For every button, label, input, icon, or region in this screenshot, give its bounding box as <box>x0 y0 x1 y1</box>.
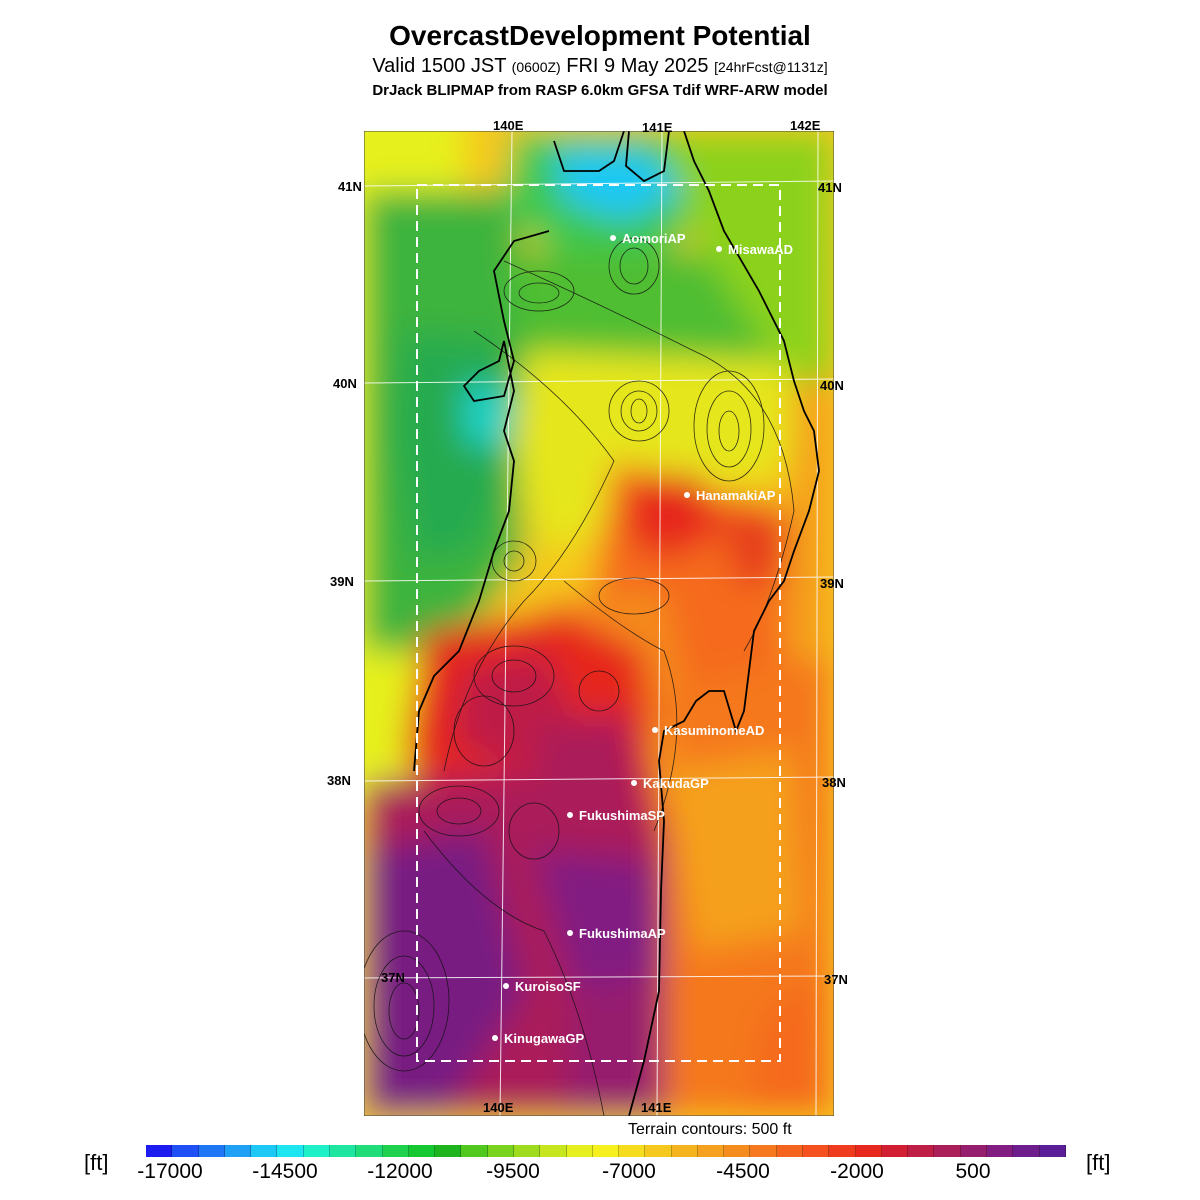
terrain-contour-note: Terrain contours: 500 ft <box>628 1121 792 1138</box>
colorbar-swatch <box>724 1145 751 1157</box>
zulu-time: (0600Z) <box>511 59 561 75</box>
station-label: FukushimaSP <box>579 808 665 823</box>
lat-label-left: 41N <box>338 179 362 194</box>
chart-title: OvercastDevelopment Potential <box>389 20 811 51</box>
colorbar-swatch <box>540 1145 567 1157</box>
colorbar-tick-label: -4500 <box>716 1160 770 1183</box>
colorbar-tick-label: -9500 <box>486 1160 540 1183</box>
colorbar-swatch <box>855 1145 882 1157</box>
colorbar-swatch <box>198 1145 225 1157</box>
colorbar-swatch <box>619 1145 646 1157</box>
colorbar-swatch <box>934 1145 961 1157</box>
colorbar-swatch <box>329 1145 357 1157</box>
station-marker[interactable] <box>631 780 637 786</box>
colorbar-swatch <box>697 1145 725 1157</box>
valid-time-subtitle: Valid 1500 JST (0600Z) FRI 9 May 2025 [2… <box>0 55 1200 78</box>
station-label: HanamakiAP <box>696 488 776 503</box>
colorbar-swatch <box>224 1145 252 1157</box>
station-label: FukushimaAP <box>579 926 666 941</box>
model-description: DrJack BLIPMAP from RASP 6.0km GFSA Tdif… <box>372 82 828 99</box>
coastline <box>413 131 820 1116</box>
lon-label-top: 142E <box>790 118 821 133</box>
colorbar-swatch <box>987 1145 1014 1157</box>
colorbar-tick-label: -2000 <box>830 1160 884 1183</box>
colorbar-swatch <box>881 1145 909 1157</box>
colorbar-swatch <box>960 1145 987 1157</box>
lat-label-left: 38N <box>327 773 351 788</box>
lat-label-left: 37N <box>381 970 405 985</box>
station-label: KinugawaGP <box>504 1031 585 1046</box>
colorbar-swatch <box>513 1145 541 1157</box>
colorbar-swatch <box>803 1145 830 1157</box>
colorbar-swatch <box>829 1145 856 1157</box>
colorbar-tick-label: -7000 <box>602 1160 656 1183</box>
colorbar-swatch <box>435 1145 462 1157</box>
colorbar-unit-right: [ft] <box>1086 1150 1111 1175</box>
lat-label-right: 39N <box>820 576 844 591</box>
colorbar-swatch <box>172 1145 199 1157</box>
lat-label-left: 40N <box>333 376 357 391</box>
colorbar-swatch <box>776 1145 804 1157</box>
colorbar-swatch <box>251 1145 278 1157</box>
colorbar-tick-label: -14500 <box>252 1160 318 1183</box>
colorbar-swatch <box>408 1145 436 1157</box>
station-marker[interactable] <box>610 235 616 241</box>
station-marker[interactable] <box>652 727 658 733</box>
lat-label-right: 41N <box>818 180 842 195</box>
forecast-date: FRI 9 May 2025 <box>566 55 709 77</box>
colorbar-swatch <box>671 1145 698 1157</box>
lon-label-bottom: 141E <box>641 1100 672 1115</box>
colorbar-swatch <box>750 1145 777 1157</box>
lon-label-top: 140E <box>493 118 524 133</box>
colorbar-swatch <box>1039 1145 1066 1157</box>
colorbar-swatch <box>303 1145 330 1157</box>
station-marker[interactable] <box>716 246 722 252</box>
station-label: KakudaGP <box>643 776 709 791</box>
colorbar <box>146 1145 1066 1157</box>
forecast-info: [24hrFcst@1131z] <box>714 59 828 75</box>
valid-time: Valid 1500 JST <box>372 55 507 77</box>
station-marker[interactable] <box>492 1035 498 1041</box>
station-marker[interactable] <box>684 492 690 498</box>
lat-label-left: 39N <box>330 574 354 589</box>
colorbar-unit-left: [ft] <box>84 1150 109 1175</box>
forecast-map <box>364 131 834 1116</box>
terrain-contours <box>364 237 795 1116</box>
station-label: AomoriAP <box>622 231 686 246</box>
station-label: MisawaAD <box>728 242 794 257</box>
colorbar-swatch <box>277 1145 304 1157</box>
lon-label-top: 141E <box>642 120 673 135</box>
colorbar-tick-label: -12000 <box>367 1160 433 1183</box>
colorbar-swatch <box>566 1145 593 1157</box>
lat-label-right: 37N <box>824 972 848 987</box>
colorbar-swatch <box>356 1145 383 1157</box>
colorbar-swatch <box>1013 1145 1040 1157</box>
colorbar-swatch <box>461 1145 488 1157</box>
graticule <box>364 131 834 1116</box>
station-marker[interactable] <box>567 812 573 818</box>
colorbar-swatch <box>146 1145 173 1157</box>
station-label: KuroisoSF <box>515 979 581 994</box>
colorbar-swatch <box>592 1145 620 1157</box>
colorbar-swatch <box>908 1145 935 1157</box>
colorbar-swatch <box>487 1145 514 1157</box>
lat-label-right: 40N <box>820 378 844 393</box>
lon-label-bottom: 140E <box>483 1100 514 1115</box>
colorbar-tick-label: -17000 <box>137 1160 203 1183</box>
station-marker[interactable] <box>567 930 573 936</box>
inner-domain-box <box>416 184 781 1062</box>
station-label: KasuminomeAD <box>664 723 765 738</box>
colorbar-swatch <box>645 1145 672 1157</box>
colorbar-swatch <box>382 1145 409 1157</box>
potential-field <box>364 131 834 1116</box>
lat-label-right: 38N <box>822 775 846 790</box>
station-marker[interactable] <box>503 983 509 989</box>
colorbar-tick-label: 500 <box>955 1160 991 1183</box>
